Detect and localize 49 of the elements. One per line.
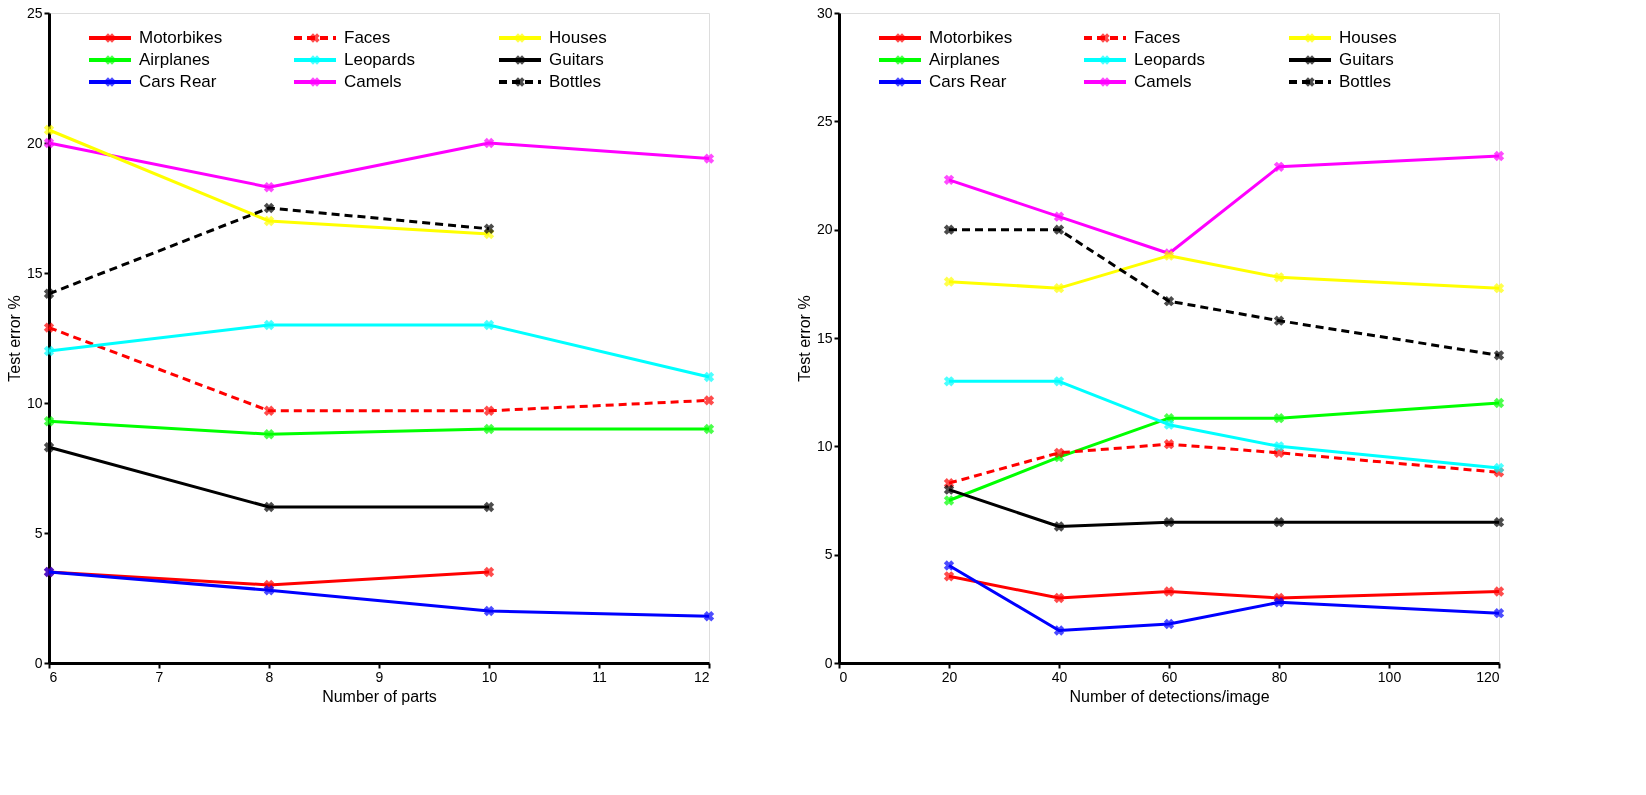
x-tick-label: 80 — [1271, 668, 1288, 685]
legend-label: Bottles — [1339, 72, 1391, 91]
legend-label: Cars Rear — [139, 72, 217, 91]
x-axis-title: Number of detections/image — [1069, 687, 1270, 705]
legend-label: Guitars — [549, 50, 604, 69]
x-tick-label: 10 — [481, 668, 498, 685]
y-tick-label: 10 — [26, 394, 43, 411]
x-tick-label: 6 — [49, 668, 58, 685]
legend-label: Camels — [344, 72, 402, 91]
y-tick-label: 15 — [26, 264, 43, 281]
x-tick-label: 20 — [941, 668, 958, 685]
y-tick-label: 25 — [816, 112, 833, 129]
legend-label: Houses — [549, 28, 607, 47]
legend-label: Leopards — [344, 50, 415, 69]
x-tick-label: 120 — [1476, 668, 1500, 685]
y-tick-label: 20 — [816, 221, 833, 238]
y-tick-label: 5 — [824, 546, 833, 563]
y-tick-label: 20 — [26, 134, 43, 151]
legend-label: Airplanes — [929, 50, 1000, 69]
legend-label: Leopards — [1134, 50, 1205, 69]
legend-label: Faces — [1134, 28, 1181, 47]
x-tick-label: 0 — [839, 668, 848, 685]
x-tick-label: 40 — [1051, 668, 1068, 685]
y-axis-title: Test error % — [795, 295, 813, 382]
x-axis-title: Number of parts — [322, 687, 437, 705]
legend-label: Guitars — [1339, 50, 1394, 69]
x-tick-label: 12 — [693, 668, 710, 685]
legend-label: Motorbikes — [139, 28, 223, 47]
legend-label: Cars Rear — [929, 72, 1007, 91]
y-tick-label: 30 — [816, 4, 833, 21]
x-tick-label: 60 — [1161, 668, 1178, 685]
y-tick-label: 10 — [816, 437, 833, 454]
y-tick-label: 5 — [34, 524, 43, 541]
y-axis-title: Test error % — [5, 295, 23, 382]
y-tick-label: 0 — [34, 654, 43, 671]
legend-label: Airplanes — [139, 50, 210, 69]
legend-label: Camels — [1134, 72, 1192, 91]
y-tick-label: 15 — [816, 329, 833, 346]
y-tick-label: 25 — [26, 4, 43, 21]
legend-label: Bottles — [549, 72, 601, 91]
x-tick-label: 100 — [1377, 668, 1402, 685]
x-tick-label: 8 — [265, 668, 274, 685]
legend-label: Faces — [344, 28, 391, 47]
y-tick-label: 0 — [824, 654, 833, 671]
x-tick-label: 11 — [592, 668, 607, 685]
x-tick-label: 7 — [155, 668, 164, 685]
x-tick-label: 9 — [375, 668, 384, 685]
legend-label: Motorbikes — [929, 28, 1013, 47]
legend-label: Houses — [1339, 28, 1397, 47]
